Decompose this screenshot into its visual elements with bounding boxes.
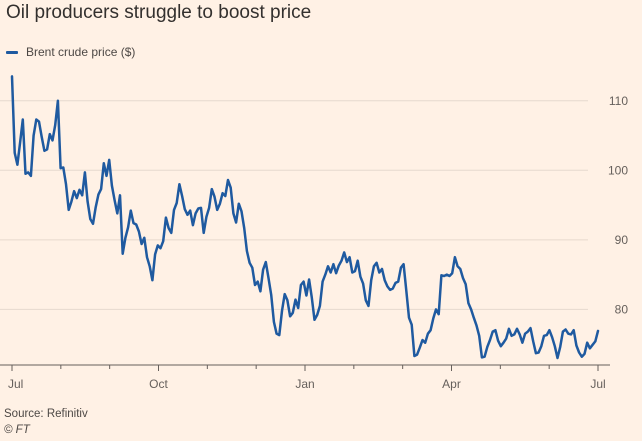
x-tick-label: Apr bbox=[442, 377, 461, 391]
source-note: Source: Refinitiv bbox=[4, 408, 88, 420]
series-layer bbox=[10, 75, 600, 360]
x-tick-label: Jul bbox=[590, 377, 605, 391]
y-tick-label: 90 bbox=[615, 233, 629, 247]
credit-note: © FT bbox=[4, 424, 30, 436]
y-tick-label: 110 bbox=[609, 94, 628, 108]
legend: Brent crude price ($) bbox=[6, 45, 135, 59]
chart-title: Oil producers struggle to boost price bbox=[6, 2, 312, 23]
x-tick-label: Oct bbox=[149, 377, 168, 391]
y-tick-label: 80 bbox=[615, 302, 629, 316]
x-tick-label: Jan bbox=[295, 377, 314, 391]
legend-label: Brent crude price ($) bbox=[26, 45, 136, 59]
x-tick-label: Jul bbox=[8, 377, 23, 391]
legend-swatch bbox=[6, 50, 18, 54]
y-tick-label: 100 bbox=[608, 163, 628, 177]
series-line-0 bbox=[10, 75, 600, 360]
axes: 80 90 100 110 Jul Oct Jan Apr Jul bbox=[0, 94, 628, 391]
